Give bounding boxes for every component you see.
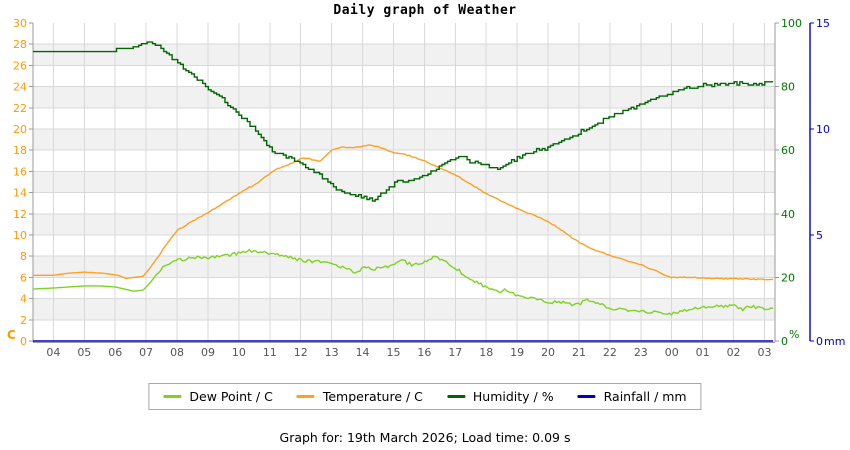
x-axis-tick-label: 10 bbox=[232, 346, 246, 359]
mm-axis-tick-label: 15 bbox=[816, 17, 830, 30]
plot-band bbox=[33, 298, 775, 320]
percent-axis-tick-label: 40 bbox=[781, 208, 795, 221]
legend-label: Humidity / % bbox=[472, 389, 554, 404]
plot-band bbox=[33, 213, 775, 235]
plot-band bbox=[33, 129, 775, 151]
left-axis-tick-label: 26 bbox=[13, 59, 27, 72]
legend-swatch bbox=[296, 395, 315, 398]
x-axis-tick-label: 05 bbox=[77, 346, 91, 359]
left-axis-tick-label: 22 bbox=[13, 102, 27, 115]
plot-band bbox=[33, 86, 775, 108]
x-axis-tick-label: 14 bbox=[356, 346, 370, 359]
left-axis-tick-label: 10 bbox=[13, 229, 27, 242]
x-axis-tick-label: 01 bbox=[696, 346, 710, 359]
x-axis-tick-label: 19 bbox=[510, 346, 524, 359]
x-axis-tick-label: 17 bbox=[448, 346, 462, 359]
plot-band bbox=[33, 256, 775, 278]
caption: Graph for: 19th March 2026; Load time: 0… bbox=[279, 430, 571, 445]
x-axis-tick-label: 08 bbox=[170, 346, 184, 359]
x-axis-tick-label: 04 bbox=[46, 346, 60, 359]
chart-title: Daily graph of Weather bbox=[333, 3, 517, 18]
mm-axis-tick-label: 5 bbox=[816, 229, 823, 242]
left-axis-tick-label: 2 bbox=[20, 314, 27, 327]
x-axis-tick-label: 13 bbox=[325, 346, 339, 359]
legend-swatch bbox=[163, 395, 182, 398]
x-axis-tick-label: 16 bbox=[417, 346, 431, 359]
legend-item-dew: Dew Point / C bbox=[163, 389, 273, 404]
left-axis-tick-label: 18 bbox=[13, 144, 27, 157]
x-axis-tick-label: 09 bbox=[201, 346, 215, 359]
x-axis-tick-label: 02 bbox=[727, 346, 741, 359]
left-axis-tick-label: 20 bbox=[13, 123, 27, 136]
legend-item-humidity: Humidity / % bbox=[446, 389, 554, 404]
x-axis-tick-label: 03 bbox=[757, 346, 771, 359]
mm-axis-tick-label: 10 bbox=[816, 123, 830, 136]
left-axis-tick-label: 16 bbox=[13, 165, 27, 178]
x-axis-tick-label: 15 bbox=[386, 346, 400, 359]
left-axis-unit-label: C bbox=[7, 328, 16, 342]
left-axis-tick-label: 0 bbox=[20, 335, 27, 348]
legend: Dew Point / C Temperature / C Humidity / %… bbox=[148, 383, 702, 410]
legend-item-rainfall: Rainfall / mm bbox=[577, 389, 687, 404]
left-axis-tick-label: 12 bbox=[13, 208, 27, 221]
left-axis-tick-label: 28 bbox=[13, 38, 27, 51]
x-axis-tick-label: 00 bbox=[665, 346, 679, 359]
x-axis-tick-label: 23 bbox=[634, 346, 648, 359]
mm-axis-unit-label: mm bbox=[824, 335, 845, 348]
series-line-humidity bbox=[33, 41, 774, 202]
legend-swatch bbox=[446, 395, 465, 398]
x-axis-tick-label: 20 bbox=[541, 346, 555, 359]
percent-axis-tick-label: 60 bbox=[781, 144, 795, 157]
x-axis-tick-label: 07 bbox=[139, 346, 153, 359]
x-axis-tick-label: 11 bbox=[263, 346, 277, 359]
legend-label: Temperature / C bbox=[322, 389, 423, 404]
x-axis-tick-label: 12 bbox=[294, 346, 308, 359]
left-axis-tick-label: 8 bbox=[20, 250, 27, 263]
left-axis-tick-label: 30 bbox=[13, 17, 27, 30]
series-line-dew bbox=[32, 248, 774, 316]
percent-axis-tick-label: 80 bbox=[781, 81, 795, 94]
x-axis-tick-label: 06 bbox=[108, 346, 122, 359]
legend-swatch bbox=[577, 395, 596, 398]
percent-axis-tick-label: 100 bbox=[781, 17, 802, 30]
percent-axis-unit-label: % bbox=[789, 328, 799, 341]
x-axis-tick-label: 21 bbox=[572, 346, 586, 359]
left-axis-tick-label: 6 bbox=[20, 271, 27, 284]
x-axis-tick-label: 18 bbox=[479, 346, 493, 359]
plot-band bbox=[33, 44, 775, 66]
percent-axis-tick-label: 20 bbox=[781, 271, 795, 284]
mm-axis-tick-label: 0 bbox=[816, 335, 823, 348]
left-axis-tick-label: 24 bbox=[13, 81, 27, 94]
left-axis-tick-label: 14 bbox=[13, 187, 27, 200]
legend-item-temperature: Temperature / C bbox=[296, 389, 423, 404]
left-axis-tick-label: 4 bbox=[20, 293, 27, 306]
legend-label: Dew Point / C bbox=[189, 389, 273, 404]
percent-axis-tick-label: 0 bbox=[781, 335, 788, 348]
series-line-temperature bbox=[33, 144, 774, 281]
x-axis-tick-label: 22 bbox=[603, 346, 617, 359]
legend-label: Rainfall / mm bbox=[603, 389, 687, 404]
